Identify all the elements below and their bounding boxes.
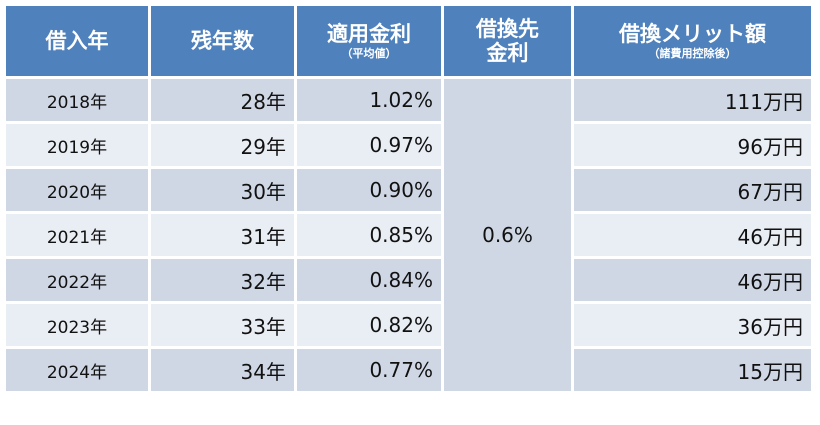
- refinance-table-container: 借入年 残年数 適用金利 （平均値） 借換先 金利 借換メリット額 （諸費用控除…: [3, 3, 814, 394]
- cell-remaining: 32年: [148, 256, 297, 304]
- table-row: 2021年 31年 0.85% 46万円: [3, 211, 814, 259]
- cell-rate: 0.90%: [294, 166, 444, 214]
- cell-rate: 0.84%: [294, 256, 444, 304]
- cell-rate: 0.82%: [294, 301, 444, 349]
- cell-merit: 67万円: [571, 166, 814, 214]
- cell-year: 2019年: [3, 121, 151, 169]
- cell-year: 2023年: [3, 301, 151, 349]
- cell-remaining: 33年: [148, 301, 297, 349]
- cell-remaining: 34年: [148, 346, 297, 394]
- header-year: 借入年: [3, 3, 151, 79]
- header-merit: 借換メリット額 （諸費用控除後）: [571, 3, 814, 79]
- table-row: 2024年 34年 0.77% 15万円: [3, 346, 814, 394]
- header-merit-note: （諸費用控除後）: [648, 46, 737, 60]
- header-refi-rate: 借換先 金利: [441, 3, 574, 79]
- table-row: 2018年 28年 1.02% 0.6% 111万円: [3, 76, 814, 394]
- cell-year: 2022年: [3, 256, 151, 304]
- header-remaining-years: 残年数: [148, 3, 297, 79]
- cell-year: 2024年: [3, 346, 151, 394]
- header-row: 借入年 残年数 適用金利 （平均値） 借換先 金利 借換メリット額 （諸費用控除…: [3, 3, 814, 79]
- cell-year: 2020年: [3, 166, 151, 214]
- header-applied-rate: 適用金利 （平均値）: [294, 3, 444, 79]
- cell-year: 2018年: [3, 76, 151, 124]
- cell-merit: 111万円: [571, 76, 814, 124]
- table-row: 2023年 33年 0.82% 36万円: [3, 301, 814, 349]
- table-row: 2022年 32年 0.84% 46万円: [3, 256, 814, 304]
- cell-year: 2021年: [3, 211, 151, 259]
- table-row: 2020年 30年 0.90% 67万円: [3, 166, 814, 214]
- cell-rate: 0.77%: [294, 346, 444, 394]
- cell-remaining: 30年: [148, 166, 297, 214]
- cell-merit: 36万円: [571, 301, 814, 349]
- cell-rate: 1.02%: [294, 76, 444, 124]
- cell-remaining: 31年: [148, 211, 297, 259]
- header-applied-rate-note: （平均値）: [341, 46, 397, 60]
- cell-merit: 15万円: [571, 346, 814, 394]
- cell-refi-rate: 0.6%: [441, 76, 574, 394]
- cell-rate: 0.85%: [294, 211, 444, 259]
- cell-rate: 0.97%: [294, 121, 444, 169]
- cell-merit: 46万円: [571, 211, 814, 259]
- cell-merit: 46万円: [571, 256, 814, 304]
- refinance-merit-table: 借入年 残年数 適用金利 （平均値） 借換先 金利 借換メリット額 （諸費用控除…: [3, 3, 814, 394]
- cell-merit: 96万円: [571, 121, 814, 169]
- cell-remaining: 28年: [148, 76, 297, 124]
- table-row: 2019年 29年 0.97% 96万円: [3, 121, 814, 169]
- cell-remaining: 29年: [148, 121, 297, 169]
